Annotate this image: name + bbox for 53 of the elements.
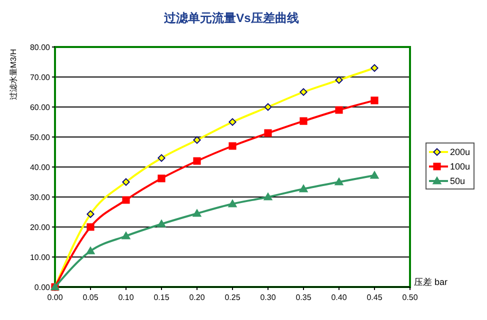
x-tick-label: 0.35	[296, 293, 312, 302]
point	[300, 88, 308, 96]
point	[334, 178, 344, 186]
point	[370, 171, 379, 179]
y-tick-label: 40.00	[30, 162, 51, 172]
x-tick-label: 0.10	[118, 293, 134, 302]
x-tick-label: 0.45	[366, 293, 383, 302]
point	[228, 142, 236, 150]
point	[264, 192, 272, 200]
x-tick-label: 0.30	[260, 293, 276, 302]
point	[228, 200, 237, 208]
y-tick-label: 70.00	[30, 72, 51, 82]
point	[192, 209, 202, 217]
point	[264, 103, 272, 111]
y-tick-label: 80.00	[30, 42, 51, 52]
point	[122, 196, 130, 204]
point	[193, 136, 201, 144]
x-tick-label: 0.15	[154, 293, 170, 302]
point	[264, 129, 272, 137]
point	[335, 76, 343, 84]
y-tick-label: 50.00	[30, 132, 51, 142]
point	[335, 106, 343, 114]
legend-label: 50u	[450, 176, 466, 186]
point	[370, 64, 378, 72]
point	[158, 174, 166, 182]
y-tick-label: 30.00	[30, 192, 51, 202]
x-tick-label: 0.00	[47, 293, 64, 302]
x-axis-title: 压差 bar	[414, 277, 448, 287]
point	[228, 118, 236, 126]
legend-label: 200u	[450, 147, 470, 158]
point	[86, 210, 94, 218]
x-tick-label: 0.05	[82, 293, 99, 302]
y-axis-title: 过滤水量M3/H	[9, 48, 18, 100]
y-tick-label: 60.00	[30, 102, 51, 112]
point	[158, 154, 166, 162]
x-tick-label: 0.40	[331, 293, 348, 302]
point	[122, 232, 130, 240]
point	[157, 220, 166, 228]
chart-title: 过滤单元流量Vs压差曲线	[163, 11, 299, 25]
x-tick-label: 0.20	[189, 293, 206, 302]
x-tick-label: 0.25	[224, 293, 241, 302]
legend-label: 100u	[450, 162, 470, 172]
y-tick-label: 0.00	[34, 282, 51, 292]
y-tick-label: 20.00	[30, 222, 51, 232]
point	[370, 96, 378, 104]
point	[300, 117, 308, 125]
point	[86, 223, 94, 231]
y-tick-label: 10.00	[30, 252, 51, 262]
point	[193, 157, 201, 165]
x-tick-label: 0.50	[402, 293, 418, 302]
point	[299, 184, 308, 192]
point	[86, 246, 95, 254]
point	[122, 178, 130, 186]
